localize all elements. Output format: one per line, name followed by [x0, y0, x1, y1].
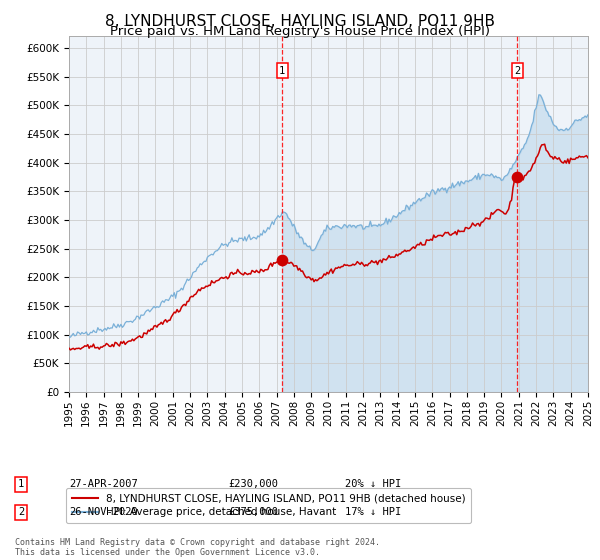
Text: £375,000: £375,000 — [228, 507, 278, 517]
Text: 1: 1 — [18, 479, 24, 489]
Point — [277, 255, 287, 264]
Text: 1: 1 — [279, 66, 286, 76]
Text: 2: 2 — [514, 66, 520, 76]
Point — [512, 172, 522, 181]
Text: 8, LYNDHURST CLOSE, HAYLING ISLAND, PO11 9HB: 8, LYNDHURST CLOSE, HAYLING ISLAND, PO11… — [105, 14, 495, 29]
Text: 20% ↓ HPI: 20% ↓ HPI — [345, 479, 401, 489]
Text: £230,000: £230,000 — [228, 479, 278, 489]
Text: Contains HM Land Registry data © Crown copyright and database right 2024.
This d: Contains HM Land Registry data © Crown c… — [15, 538, 380, 557]
Text: Price paid vs. HM Land Registry's House Price Index (HPI): Price paid vs. HM Land Registry's House … — [110, 25, 490, 38]
Text: 26-NOV-2020: 26-NOV-2020 — [69, 507, 138, 517]
Text: 2: 2 — [18, 507, 24, 517]
Text: 27-APR-2007: 27-APR-2007 — [69, 479, 138, 489]
Legend: 8, LYNDHURST CLOSE, HAYLING ISLAND, PO11 9HB (detached house), HPI: Average pric: 8, LYNDHURST CLOSE, HAYLING ISLAND, PO11… — [67, 488, 471, 522]
Text: 17% ↓ HPI: 17% ↓ HPI — [345, 507, 401, 517]
